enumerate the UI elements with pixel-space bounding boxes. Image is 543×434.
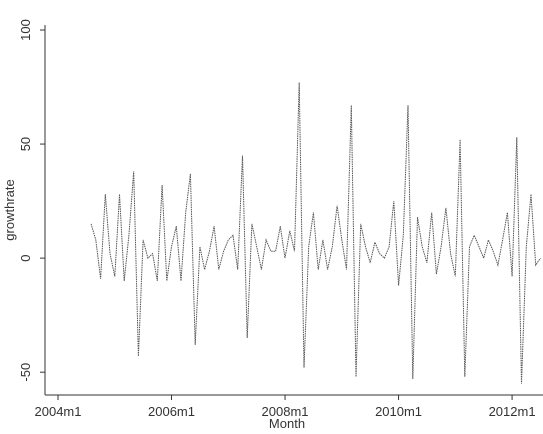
x-tick-label: 2004m1	[35, 404, 82, 419]
y-tick-label: -50	[18, 363, 33, 382]
x-axis-title: Month	[269, 416, 305, 431]
y-axis-title: growthrate	[2, 179, 17, 240]
y-tick-label: 50	[18, 137, 33, 151]
x-tick-label: 2006m1	[148, 404, 195, 419]
x-tick-label: 2010m1	[375, 404, 422, 419]
y-tick-label: 0	[18, 255, 33, 262]
x-tick-label: 2008m1	[262, 404, 309, 419]
x-tick-label: 2012m1	[489, 404, 536, 419]
series-line	[90, 82, 541, 384]
y-tick-label: 100	[18, 19, 33, 41]
